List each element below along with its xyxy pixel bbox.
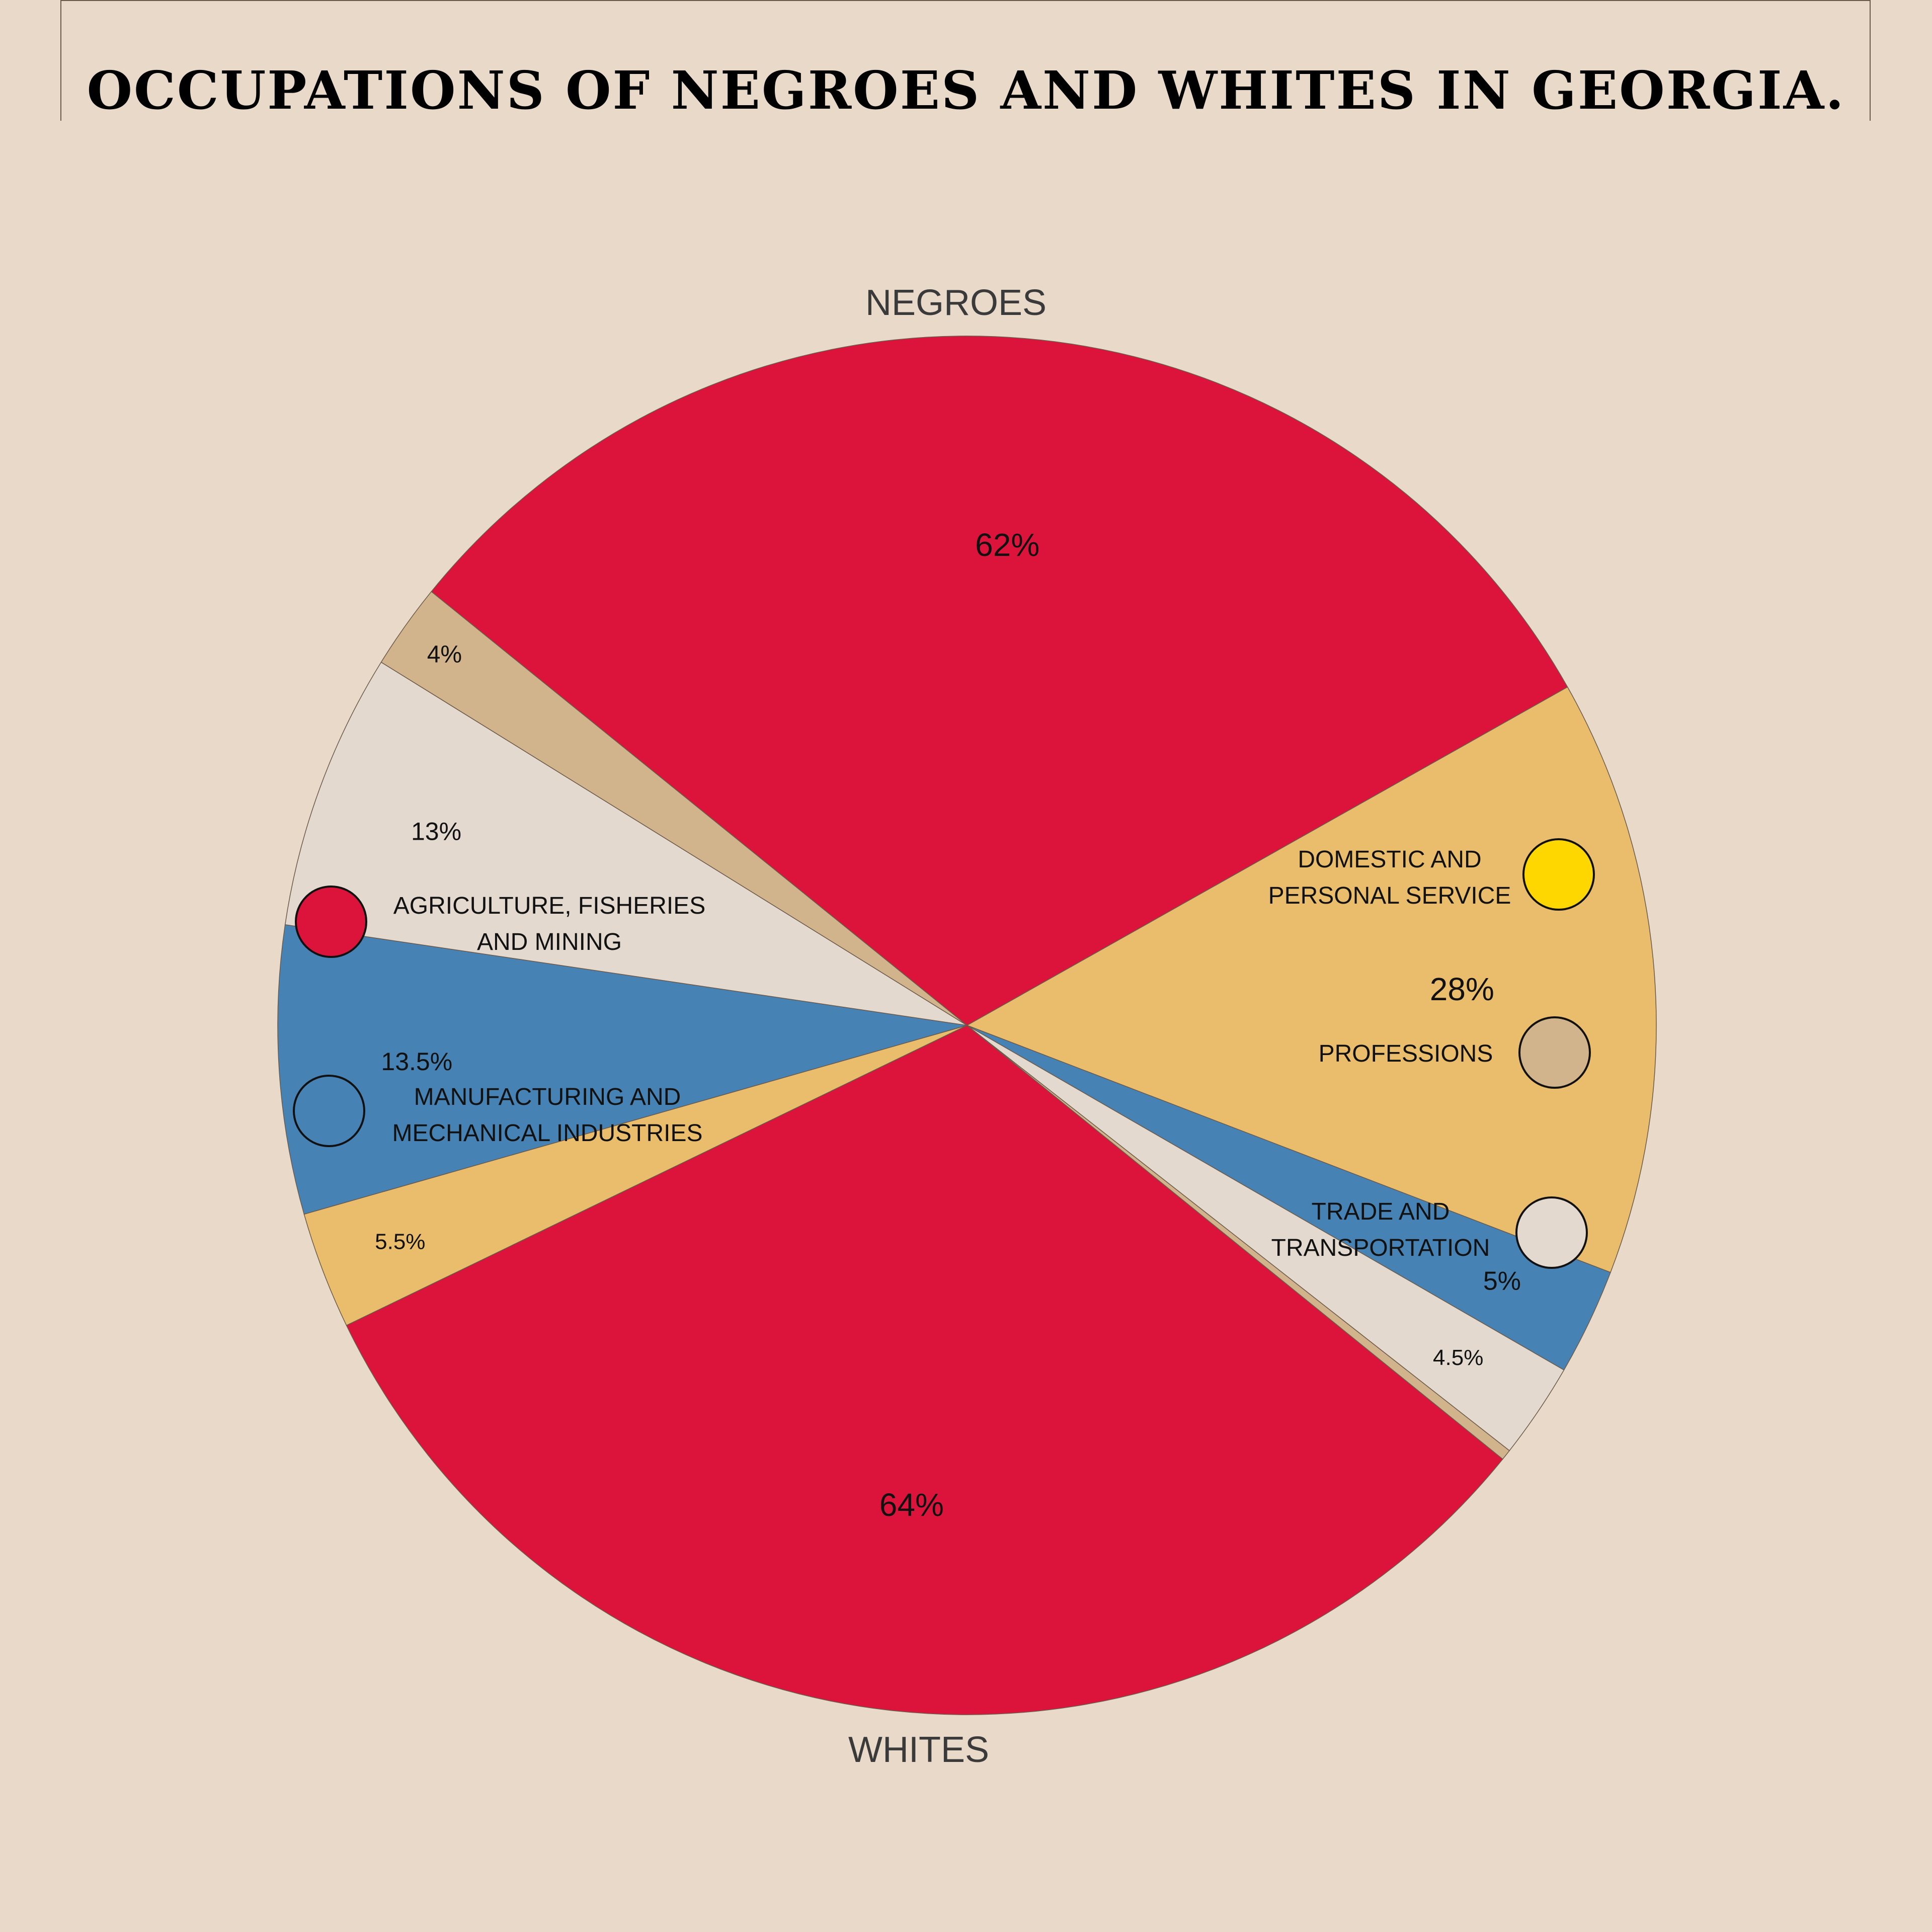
- slice-label-whites-3: 13%: [411, 817, 461, 845]
- page-title: OCCUPATIONS OF NEGROES AND WHITES IN GEO…: [87, 59, 1845, 121]
- slice-whites-0: [346, 1025, 1503, 1715]
- slice-label-negroes-0: 62%: [975, 527, 1039, 563]
- legend-swatch-trade: [1515, 1196, 1588, 1269]
- slice-label-negroes-3: 4.5%: [1433, 1345, 1483, 1370]
- legend-label-domestic: DOMESTIC AND: [1298, 846, 1481, 873]
- legend-swatch-manufacturing: [293, 1075, 365, 1147]
- legend-swatch-professions: [1518, 1016, 1591, 1089]
- legend: AGRICULTURE, FISHERIES AND MINING MANUFACT…: [293, 838, 1595, 1269]
- slice-label-negroes-2: 5%: [1483, 1266, 1521, 1296]
- slice-label-whites-0: 64%: [879, 1487, 944, 1523]
- slice-label-negroes-1: 28%: [1430, 971, 1494, 1007]
- legend-label-manufacturing: MECHANICAL INDUSTRIES: [392, 1120, 703, 1147]
- series-label-whites: WHITES: [848, 1730, 989, 1770]
- slice-labels: 62% 28% 5% 4.5% 64% 5.5% 13.5% 13% 4%: [375, 527, 1521, 1523]
- legend-label-agriculture: AGRICULTURE, FISHERIES: [393, 893, 706, 919]
- slice-label-whites-4: 4%: [427, 641, 462, 668]
- slice-negroes-1: [966, 686, 1657, 1273]
- slice-whites-2: [277, 924, 968, 1215]
- series-label-negroes: NEGROES: [865, 283, 1046, 323]
- slice-whites-4: [380, 591, 968, 1026]
- slice-label-whites-1: 5.5%: [375, 1230, 425, 1254]
- title-frame: [60, 0, 1871, 121]
- pie-slices: [277, 336, 1657, 1715]
- legend-label-professions: PROFESSIONS: [1319, 1040, 1493, 1067]
- legend-label-trade: TRADE AND: [1312, 1198, 1450, 1225]
- legend-label-manufacturing: MANUFACTURING AND: [414, 1084, 681, 1110]
- legend-swatch-domestic: [1522, 838, 1595, 911]
- legend-label-agriculture: AND MINING: [477, 929, 622, 955]
- legend-label-domestic: PERSONAL SERVICE: [1268, 882, 1511, 909]
- slice-whites-3: [284, 662, 968, 1026]
- slice-label-whites-2: 13.5%: [381, 1048, 452, 1076]
- legend-swatch-agriculture: [295, 886, 367, 958]
- slice-negroes-0: [431, 336, 1568, 1026]
- legend-label-trade: TRANSPORTATION: [1271, 1235, 1490, 1261]
